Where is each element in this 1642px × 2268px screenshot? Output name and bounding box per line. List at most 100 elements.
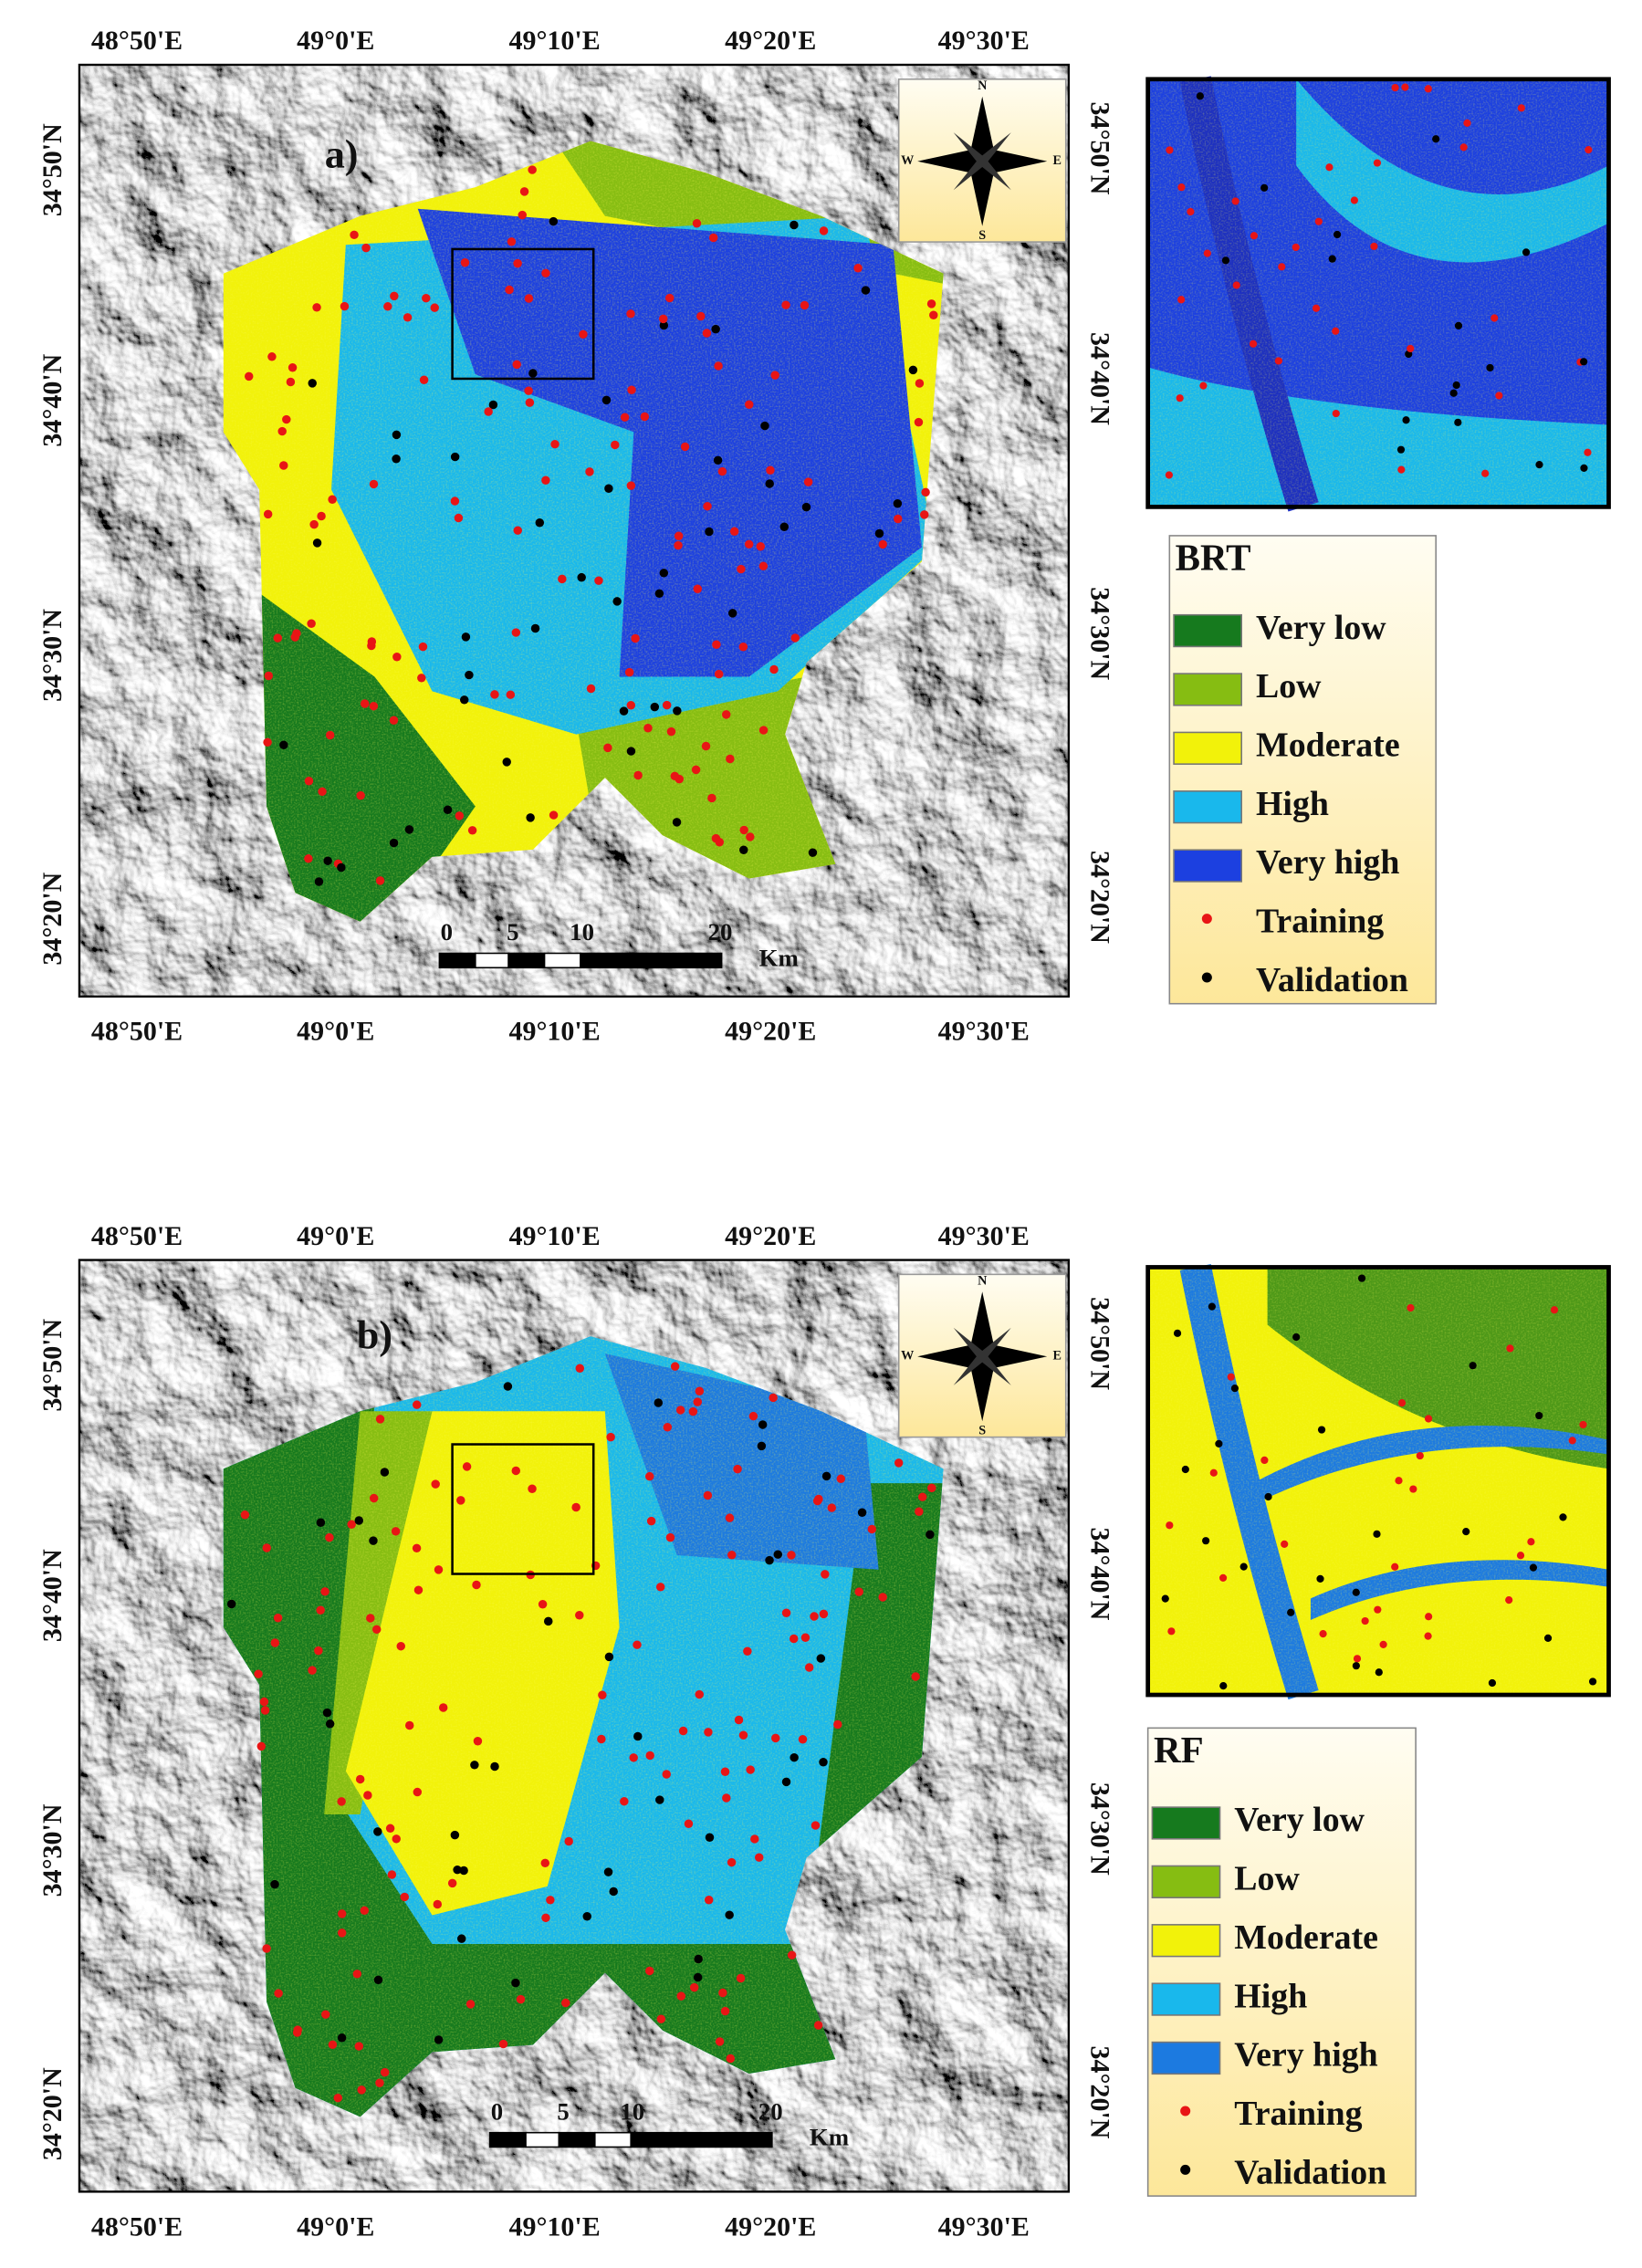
sample-point	[1373, 159, 1382, 167]
sample-point	[606, 1432, 615, 1442]
sample-point	[874, 528, 884, 538]
sample-point	[412, 1400, 422, 1409]
sample-point	[1352, 1588, 1360, 1596]
sample-point	[790, 633, 800, 643]
scale-bar-segment	[630, 2131, 773, 2148]
sample-point	[611, 440, 620, 450]
sample-point	[413, 1787, 423, 1797]
sample-point	[757, 1441, 767, 1451]
sample-point	[575, 1611, 584, 1620]
sample-point	[703, 1490, 713, 1500]
sample-point	[739, 845, 748, 854]
sample-point	[1580, 464, 1588, 472]
sample-point	[1173, 1329, 1182, 1337]
sample-point	[816, 1654, 826, 1663]
sample-point	[273, 633, 283, 643]
sample-point	[800, 300, 810, 310]
sample-point	[392, 455, 401, 464]
sample-point	[505, 285, 514, 295]
inset-frame	[1145, 77, 1611, 509]
sample-point	[528, 369, 538, 378]
sample-point	[703, 501, 712, 511]
sample-point	[404, 825, 414, 834]
sample-point	[1488, 1678, 1497, 1688]
sample-point	[765, 479, 774, 488]
sample-point	[1203, 249, 1211, 257]
top-tick-label: 49°0'E	[297, 26, 374, 56]
sample-point	[304, 776, 314, 786]
sample-point	[1208, 1302, 1216, 1311]
sample-point	[549, 810, 559, 820]
sample-point	[337, 2033, 347, 2043]
sample-point	[513, 526, 523, 535]
sample-point	[467, 826, 477, 835]
sample-point	[790, 1752, 799, 1762]
sample-point	[680, 442, 690, 452]
sample-point	[337, 1928, 347, 1938]
sample-point	[694, 1954, 703, 1964]
sample-point	[738, 643, 748, 652]
sample-point	[773, 1550, 783, 1559]
sample-point	[375, 876, 385, 885]
sample-point	[457, 1934, 466, 1943]
sample-point	[810, 1612, 819, 1621]
sample-point	[312, 538, 322, 548]
scale-bar-segment	[580, 952, 723, 969]
legend-swatch	[1151, 1865, 1221, 1898]
sample-point	[1227, 1373, 1235, 1381]
sample-point	[263, 509, 273, 519]
sample-point	[813, 2021, 823, 2030]
top-tick-label: 49°10'E	[508, 26, 600, 56]
sample-point	[1264, 1492, 1272, 1501]
sample-point	[274, 1989, 283, 1998]
legend-label: Training	[1234, 2095, 1362, 2133]
sample-point	[369, 479, 379, 489]
sample-point	[541, 1913, 550, 1923]
bottom-tick-label: 49°30'E	[938, 2211, 1030, 2242]
sample-point	[450, 496, 460, 506]
sample-point	[447, 1878, 457, 1888]
sample-point	[744, 539, 754, 549]
sample-point	[640, 412, 650, 422]
right-tick-label: 34°20'N	[1085, 2046, 1115, 2139]
sample-point	[674, 540, 683, 550]
left-tick-label: 34°20'N	[37, 2067, 68, 2160]
sample-point	[853, 264, 863, 273]
sample-point	[277, 426, 287, 436]
sample-point	[385, 1824, 395, 1834]
sample-point	[1361, 1616, 1369, 1625]
sample-point	[702, 329, 712, 338]
sample-point	[325, 1532, 334, 1542]
legend-swatch	[1151, 1806, 1221, 1840]
compass-letter: N	[978, 78, 988, 93]
sample-point	[684, 1819, 694, 1829]
sample-point	[518, 210, 527, 220]
scale-bar-segment	[558, 2131, 596, 2148]
sample-point	[354, 1516, 364, 1525]
sample-point	[645, 1471, 654, 1481]
sample-point	[787, 1950, 797, 1960]
sample-point	[387, 1870, 397, 1879]
sample-point	[456, 1496, 465, 1505]
left-tick-label: 34°30'N	[37, 609, 68, 702]
sample-point	[323, 856, 332, 865]
sample-point	[585, 467, 594, 476]
sample-point	[430, 303, 439, 312]
sample-point	[337, 1797, 346, 1806]
legend-title: BRT	[1176, 537, 1251, 579]
sample-point	[373, 1975, 383, 1985]
sample-point	[662, 1770, 671, 1779]
sample-point	[391, 1527, 401, 1536]
sample-point	[659, 320, 669, 330]
sample-point	[911, 1672, 920, 1681]
sample-point	[743, 1646, 752, 1656]
sample-point	[1373, 1530, 1381, 1538]
bottom-tick-label: 49°10'E	[508, 1017, 600, 1047]
sample-point	[356, 790, 365, 800]
sample-point	[290, 632, 300, 642]
sample-point	[1527, 1538, 1535, 1546]
legend-label: Very low	[1234, 1801, 1365, 1839]
top-tick-label: 49°30'E	[938, 26, 1030, 56]
sample-point	[337, 862, 346, 873]
sample-point	[389, 716, 399, 725]
